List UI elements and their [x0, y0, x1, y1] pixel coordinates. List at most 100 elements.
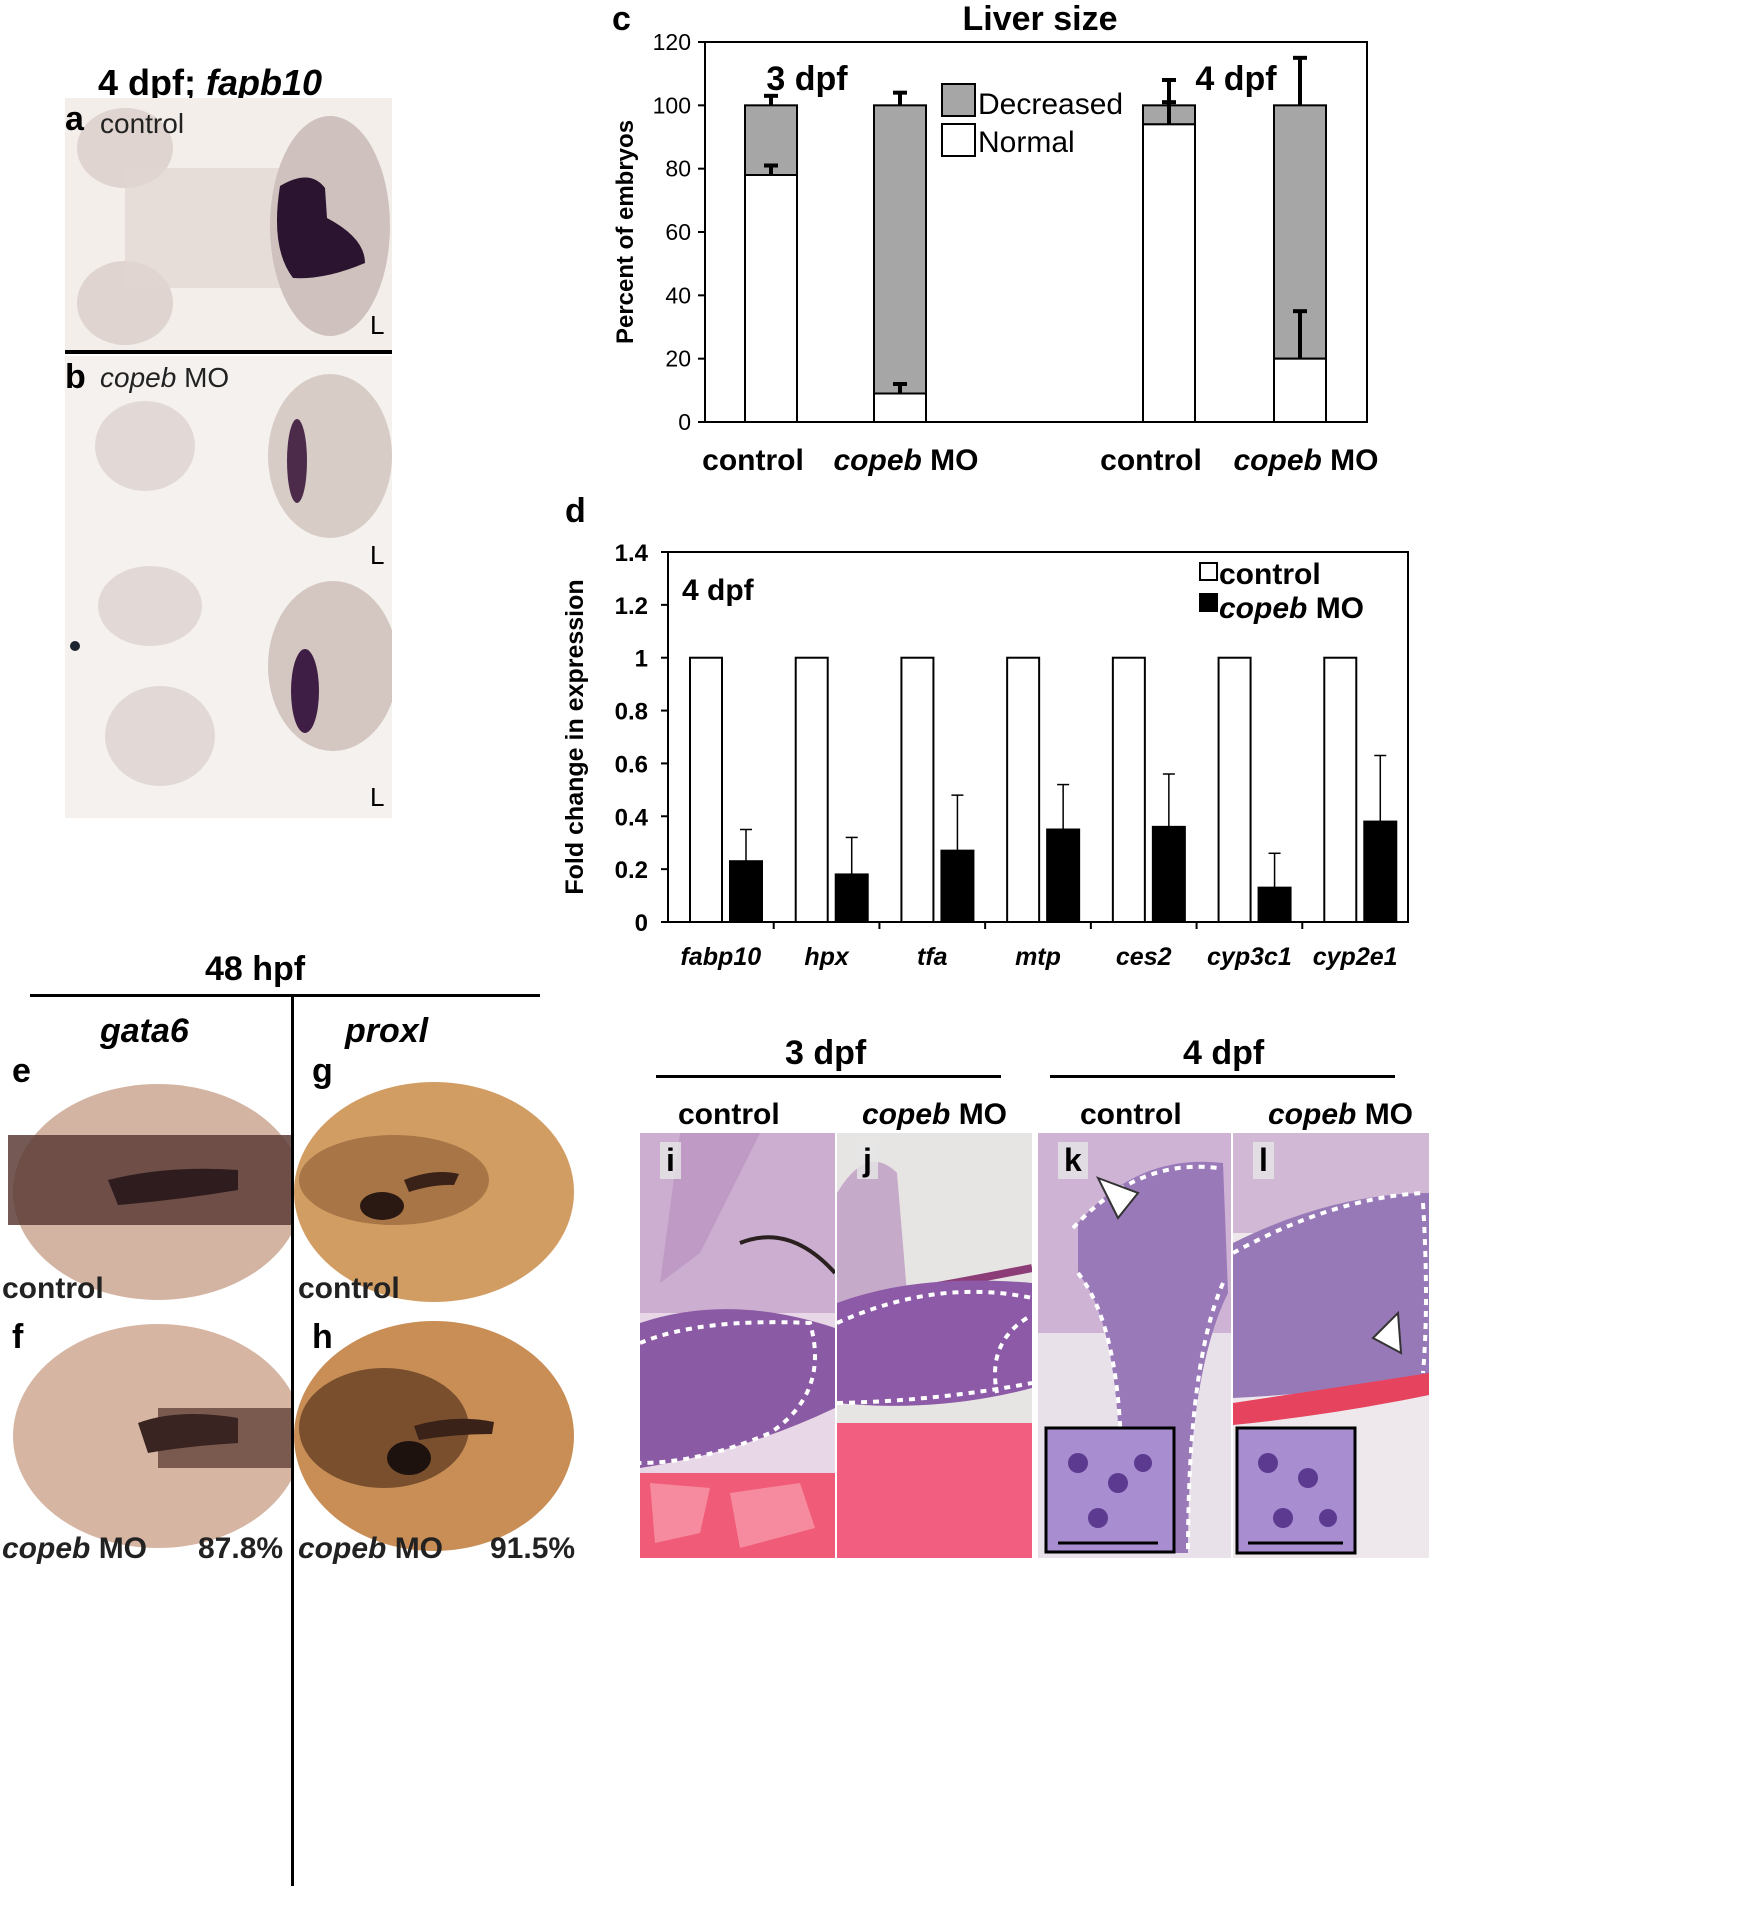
histology-illustration-i — [640, 1133, 835, 1558]
panel-j-gene: copeb — [862, 1098, 951, 1131]
chart-c-xlabel-1: copeb MO — [833, 444, 978, 477]
image-panel-k — [1038, 1133, 1231, 1558]
chart-c-ytick-label-0: 0 — [678, 409, 691, 435]
chart-d-legend-mo: copeb MO — [1219, 592, 1364, 625]
panel-b-liver-marker-2: L — [370, 782, 385, 812]
panel-letter-a: a — [65, 100, 84, 138]
chart-d-ytick-label-4: 0.8 — [615, 699, 648, 726]
chart-c-legend-swatch-normal — [941, 123, 976, 157]
chart-d-xlabel-3: mtp — [1015, 943, 1061, 970]
histology-illustration-l — [1233, 1133, 1429, 1555]
chart-d-ytick-label-5: 1 — [635, 646, 648, 673]
chart-d-legend-swatch-control — [1199, 562, 1218, 581]
chart-d-bar-mo-2 — [940, 849, 975, 923]
panel-letter-c: c — [612, 0, 631, 38]
chart-d-legend-swatch-mo — [1199, 593, 1218, 612]
chart-c-ytick-label-6: 120 — [653, 29, 691, 55]
chart-c-xlabel-0: control — [702, 444, 804, 477]
panel-ij-rule — [656, 1075, 1001, 1078]
image-panel-e — [8, 1080, 291, 1305]
panel-ij-title: 3 dpf — [785, 1034, 867, 1072]
chart-d-bar-control-5 — [1217, 656, 1252, 923]
gene-label-left: gata6 — [100, 1012, 189, 1050]
embryo-illustration-g — [294, 1082, 574, 1302]
embryo-illustration-f — [13, 1324, 291, 1548]
chart-d-bar-mo-5 — [1257, 886, 1292, 923]
panel-b-rest: MO — [176, 362, 230, 393]
chart-d-bar-mo-4 — [1151, 825, 1186, 924]
chart-c-bar-normal-1 — [873, 392, 927, 423]
image-panel-l — [1233, 1133, 1429, 1558]
panel-l-label: copeb MO — [1268, 1098, 1413, 1132]
chart-c-legend-decreased: Decreased — [978, 88, 1123, 121]
chart-c-group-4dpf: 4 dpf — [1195, 60, 1277, 98]
image-panel-f — [8, 1318, 291, 1553]
chart-c-bar-decreased-0 — [744, 104, 798, 176]
panel-letter-h: h — [312, 1318, 333, 1356]
panel-f-label: copeb MO — [2, 1532, 147, 1566]
panel-j-label: copeb MO — [862, 1098, 1007, 1132]
panel-b-gene: copeb — [100, 362, 177, 393]
chart-c-ytick-label-2: 40 — [665, 282, 691, 308]
chart-c-group-3dpf: 3 dpf — [766, 60, 848, 98]
panel-i-label: control — [678, 1098, 780, 1131]
chart-d-xlabel-2: tfa — [917, 943, 948, 970]
chart-c-legend-swatch-decreased — [941, 83, 976, 117]
embryo-illustration-e — [8, 1084, 291, 1300]
chart-c-ylabel: Percent of embryos — [612, 120, 639, 344]
chart-d-bar-mo-1 — [834, 873, 869, 923]
panel-ab-title-gene: fapb10 — [205, 62, 323, 103]
fold-change-chart: 0 0.2 0.4 0.6 0.8 1 1.2 1.4 Fold change in expre… — [561, 540, 1409, 970]
panel-k-label: control — [1080, 1098, 1182, 1131]
image-panel-i — [640, 1133, 835, 1558]
panel-f-rest: MO — [90, 1532, 148, 1565]
chart-d-ytick-label-1: 0.2 — [615, 857, 648, 884]
panel-letter-l: l — [1253, 1142, 1274, 1179]
panel-efgh-rule — [30, 994, 540, 997]
chart-d-ylabel: Fold change in expression — [561, 579, 589, 894]
chart-d-legend-control: control — [1219, 558, 1321, 591]
panel-letter-b: b — [65, 358, 86, 396]
panel-h-rest: MO — [386, 1532, 444, 1565]
panel-efgh-title: 48 hpf — [205, 950, 306, 988]
chart-d-xlabel-5: cyp3c1 — [1207, 943, 1292, 970]
embryo-illustration-a — [77, 108, 390, 345]
liver-size-chart: Liver size 0 20 40 60 80 100 120 Percent of embr… — [612, 0, 1379, 477]
panel-kl-rule — [1050, 1075, 1395, 1078]
chart-d-ytick-label-6: 1.2 — [615, 593, 648, 620]
chart-d-xlabel-1: hpx — [804, 943, 850, 970]
chart-c-legend-normal: Normal — [978, 126, 1075, 159]
chart-c-ytick-label-1: 20 — [665, 346, 691, 372]
embryo-illustration-h — [294, 1321, 574, 1551]
panel-letter-i: i — [660, 1142, 681, 1179]
gene-label-right: proxl — [345, 1012, 429, 1050]
chart-d-bar-control-1 — [794, 656, 829, 923]
panel-g-label: control — [298, 1272, 400, 1305]
chart-d-annotation: 4 dpf — [682, 574, 755, 607]
chart-d-bar-mo-0 — [729, 860, 763, 924]
panel-f-gene: copeb — [2, 1532, 91, 1565]
chart-d-bar-control-0 — [689, 656, 723, 923]
panel-letter-j: j — [857, 1142, 878, 1179]
chart-d-bar-mo-3 — [1046, 828, 1081, 923]
panel-ab-title: 4 dpf; fapb10 — [98, 62, 322, 104]
panel-letter-d: d — [565, 492, 586, 530]
chart-d-xlabel-4: ces2 — [1116, 943, 1172, 970]
chart-d-xlabel-6: cyp2e1 — [1313, 943, 1398, 970]
chart-d-bar-control-4 — [1111, 656, 1146, 923]
chart-d-ytick-label-2: 0.4 — [615, 804, 649, 831]
histology-illustration-k — [1038, 1133, 1231, 1554]
panel-h-gene: copeb — [298, 1532, 387, 1565]
chart-d-xlabel-0: fabp10 — [681, 943, 762, 970]
chart-c-title: Liver size — [963, 0, 1118, 38]
panel-e-label: control — [2, 1272, 104, 1305]
panel-l-gene: copeb — [1268, 1098, 1357, 1131]
panel-letter-k: k — [1058, 1142, 1088, 1179]
chart-c-ytick-label-4: 80 — [665, 156, 691, 182]
chart-d-ytick-label-3: 0.6 — [615, 751, 648, 778]
panel-a-label: control — [100, 108, 185, 139]
panel-kl-title: 4 dpf — [1183, 1034, 1265, 1072]
panel-b-liver-marker-1: L — [370, 540, 385, 570]
panel-f-percent: 87.8% — [198, 1532, 284, 1565]
panel-ab-title-prefix: 4 dpf; — [98, 62, 206, 103]
